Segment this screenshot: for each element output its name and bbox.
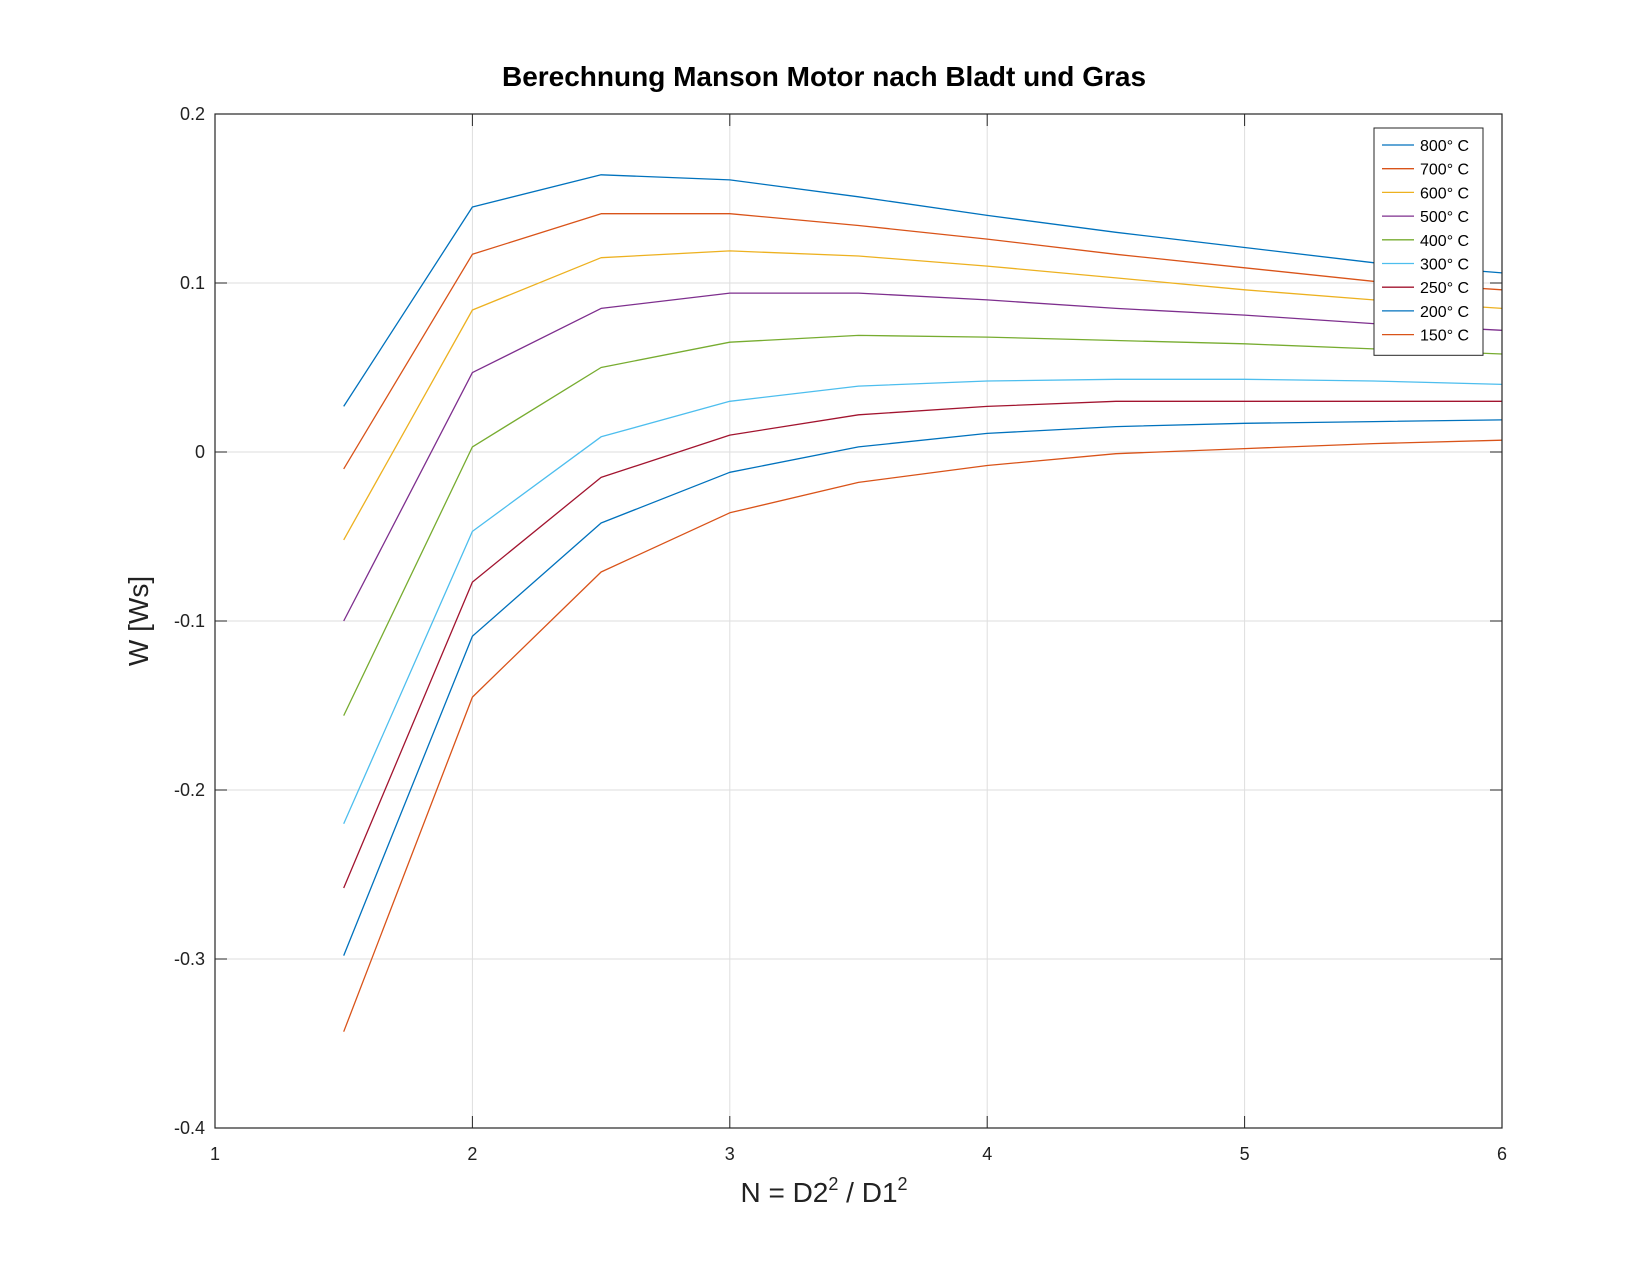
y-tick-label: 0 xyxy=(195,442,205,462)
x-axis-label: N = D22 / D12 xyxy=(740,1174,907,1208)
x-axis-label-sup2: 2 xyxy=(898,1174,908,1194)
series-line xyxy=(343,174,1503,407)
series-line xyxy=(343,250,1503,541)
x-axis-label-mid: / D1 xyxy=(838,1177,897,1208)
tick-labels: 1 2 3 4 5 6 -0.4 -0.3 -0.2 -0.1 0 0.1 0.2 xyxy=(174,104,1507,1164)
x-tick-label: 5 xyxy=(1240,1144,1250,1164)
y-tick-label: -0.4 xyxy=(174,1118,205,1138)
series-line xyxy=(343,213,1503,470)
y-tick-label: 0.2 xyxy=(180,104,205,124)
ticks xyxy=(214,113,1503,1129)
series-line xyxy=(343,439,1503,1032)
legend-label: 700° C xyxy=(1420,162,1469,179)
legend-label: 150° C xyxy=(1420,328,1469,345)
series-line xyxy=(343,334,1503,716)
series-line xyxy=(343,419,1503,956)
legend-label: 800° C xyxy=(1420,138,1469,155)
series-lines xyxy=(343,174,1503,1032)
legend-label: 200° C xyxy=(1420,304,1469,321)
y-tick-label: 0.1 xyxy=(180,273,205,293)
y-tick-label: -0.1 xyxy=(174,611,205,631)
series-line xyxy=(343,292,1503,622)
legend-label: 600° C xyxy=(1420,185,1469,202)
legend-label: 300° C xyxy=(1420,257,1469,274)
x-tick-label: 3 xyxy=(725,1144,735,1164)
x-tick-label: 2 xyxy=(467,1144,477,1164)
legend-label: 250° C xyxy=(1420,280,1469,297)
series-line xyxy=(343,378,1503,825)
x-tick-label: 6 xyxy=(1497,1144,1507,1164)
x-axis-label-base: N = D2 xyxy=(740,1177,828,1208)
legend: 800° C 700° C 600° C 500° C 400° C 300° C 250°… xyxy=(1373,127,1484,356)
legend-label: 500° C xyxy=(1420,209,1469,226)
y-axis-label: W [Ws] xyxy=(123,576,154,666)
x-axis-label-sup1: 2 xyxy=(828,1174,838,1194)
y-tick-label: -0.2 xyxy=(174,780,205,800)
legend-label: 400° C xyxy=(1420,233,1469,250)
x-tick-label: 4 xyxy=(982,1144,992,1164)
chart-title: Berechnung Manson Motor nach Bladt und G… xyxy=(502,61,1146,92)
legend-box xyxy=(1373,127,1484,356)
series-line xyxy=(343,400,1502,889)
y-tick-label: -0.3 xyxy=(174,949,205,969)
x-tick-label: 1 xyxy=(210,1144,220,1164)
